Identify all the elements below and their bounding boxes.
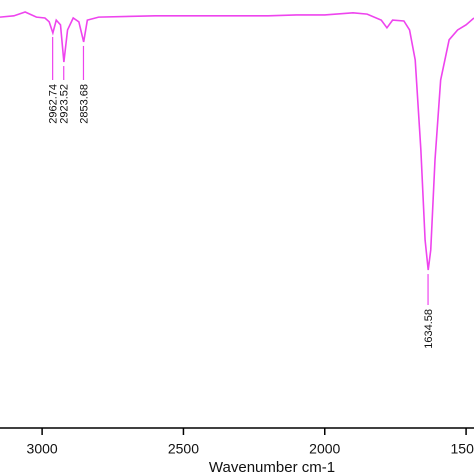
spectrum-line — [0, 11, 474, 271]
annotation-label: 2923.52 — [59, 84, 71, 124]
x-tick-label: 2500 — [168, 441, 199, 457]
x-tick-label: 1500 — [451, 441, 474, 457]
x-axis-label: Wavenumber cm-1 — [209, 459, 335, 474]
x-tick-label: 2000 — [309, 441, 340, 457]
annotation-label: 2853.68 — [78, 84, 90, 124]
x-tick-label: 3000 — [27, 441, 58, 457]
annotation-label: 2962.74 — [48, 84, 60, 124]
annotation-label: 1634.58 — [423, 309, 435, 349]
